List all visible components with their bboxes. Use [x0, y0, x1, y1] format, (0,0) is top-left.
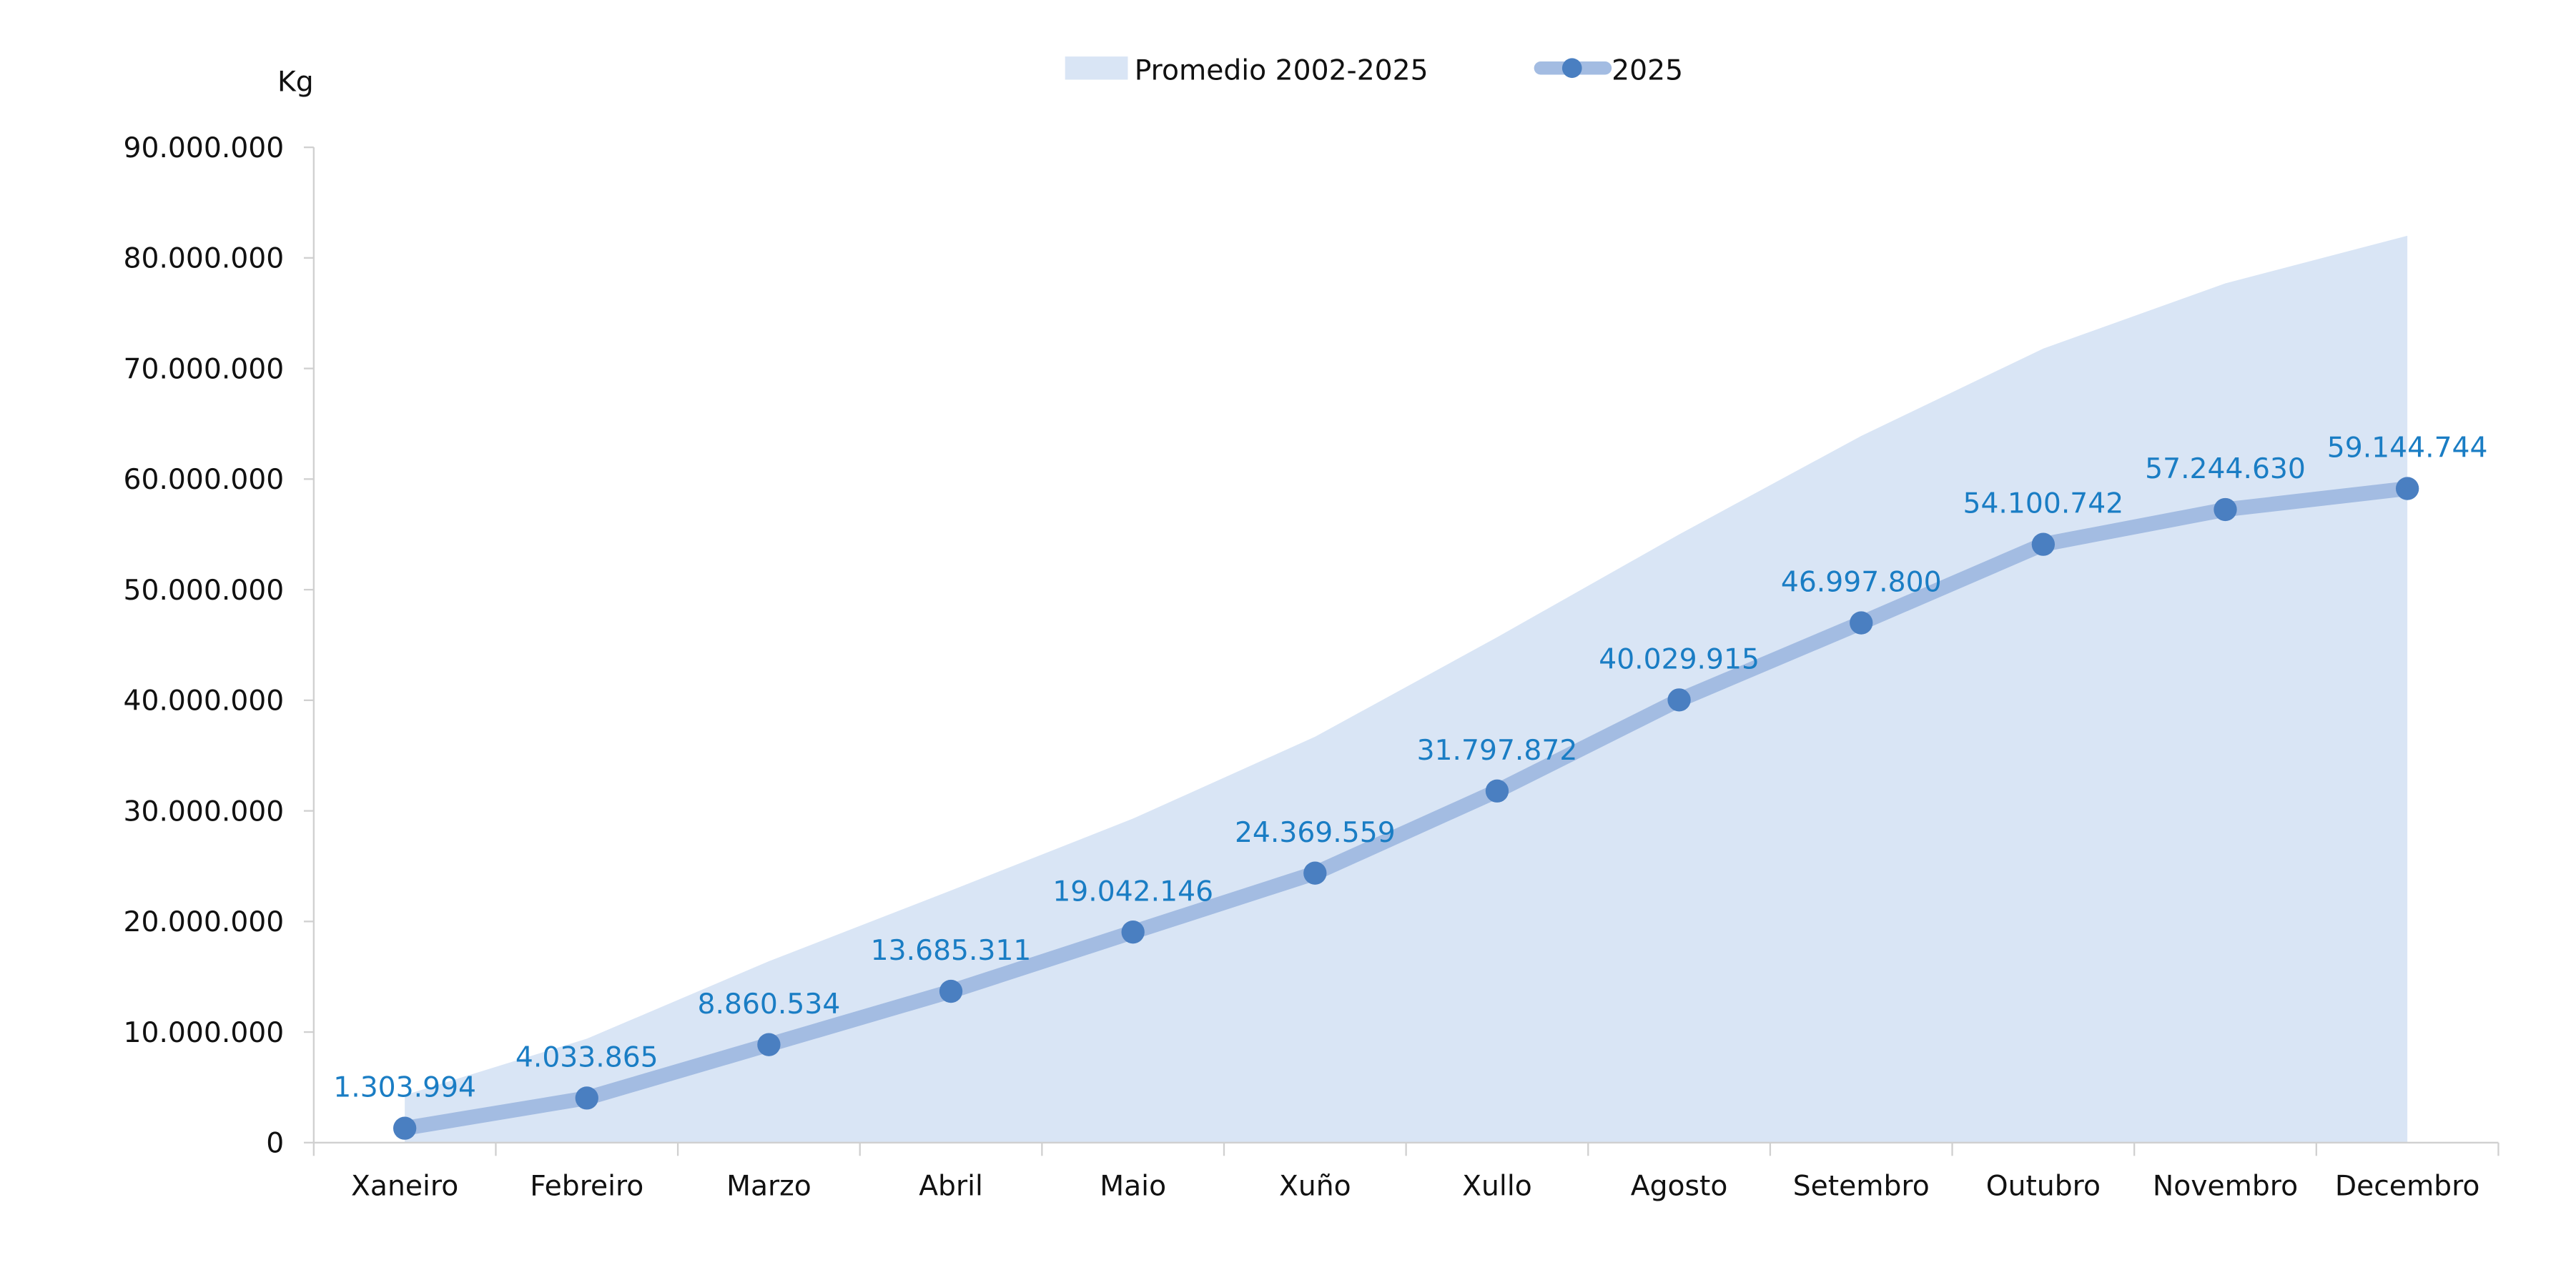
- x-tick-label: Xuño: [1279, 1171, 1351, 1203]
- data-point-2025: [2395, 477, 2419, 500]
- data-label-2025: 13.685.311: [871, 935, 1032, 967]
- x-tick-label: Decembro: [2335, 1171, 2480, 1203]
- data-label-2025: 59.144.744: [2327, 432, 2488, 465]
- x-tick-label: Marzo: [726, 1171, 811, 1203]
- data-point-2025: [757, 1033, 781, 1056]
- data-point-2025: [1485, 779, 1509, 803]
- y-tick-label: 0: [266, 1128, 284, 1160]
- data-label-2025: 57.244.630: [2145, 453, 2306, 485]
- data-label-2025: 24.369.559: [1235, 817, 1396, 849]
- x-tick-label: Xaneiro: [351, 1171, 458, 1203]
- data-label-2025: 54.100.742: [1963, 488, 2123, 520]
- x-tick-label: Abril: [919, 1171, 983, 1203]
- y-tick-label: 80.000.000: [124, 243, 285, 275]
- y-axis-unit-label: Kg: [277, 66, 314, 99]
- data-point-2025: [939, 979, 963, 1003]
- data-label-2025: 19.042.146: [1052, 875, 1213, 908]
- data-point-2025: [1121, 920, 1145, 944]
- y-tick-label: 70.000.000: [124, 353, 285, 385]
- data-point-2025: [393, 1116, 417, 1140]
- data-label-2025: 46.997.800: [1781, 567, 1942, 599]
- data-label-2025: 1.303.994: [333, 1072, 476, 1104]
- x-tick-label: Outubro: [1986, 1171, 2101, 1203]
- area-promedio: [405, 235, 2408, 1143]
- data-point-2025: [575, 1086, 598, 1110]
- data-label-2025: 8.860.534: [698, 988, 841, 1021]
- y-tick-label: 30.000.000: [124, 795, 285, 828]
- line-2025: [397, 481, 2415, 1136]
- x-tick-label: Novembro: [2153, 1171, 2298, 1203]
- data-point-2025: [2214, 497, 2237, 522]
- legend-label-promedio: Promedio 2002-2025: [1135, 54, 1428, 86]
- y-tick-label: 50.000.000: [124, 575, 285, 607]
- x-tick-label: Maio: [1100, 1171, 1166, 1203]
- x-tick-label: Setembro: [1793, 1171, 1930, 1203]
- y-tick-label: 40.000.000: [124, 685, 285, 718]
- y-tick-label: 10.000.000: [124, 1017, 285, 1049]
- data-label-2025: 31.797.872: [1417, 735, 1578, 767]
- data-point-2025: [1667, 688, 1691, 712]
- x-tick-label: Febreiro: [530, 1171, 643, 1203]
- data-point-2025: [2031, 532, 2056, 556]
- y-tick-label: 60.000.000: [124, 464, 285, 496]
- x-tick-label: Agosto: [1631, 1171, 1728, 1203]
- legend-swatch-promedio: [1065, 56, 1128, 80]
- data-label-2025: 40.029.915: [1599, 643, 1760, 675]
- y-tick-label: 20.000.000: [124, 906, 285, 938]
- legend-swatch-2025-marker: [1561, 58, 1582, 79]
- data-point-2025: [1850, 611, 1873, 635]
- legend-label-2025: 2025: [1612, 54, 1683, 86]
- x-tick-label: Xullo: [1462, 1171, 1532, 1203]
- legend: Promedio 2002-2025 2025: [1065, 54, 1683, 86]
- y-tick-label: 90.000.000: [124, 132, 285, 164]
- data-label-2025: 4.033.865: [515, 1042, 658, 1074]
- data-point-2025: [1303, 861, 1327, 885]
